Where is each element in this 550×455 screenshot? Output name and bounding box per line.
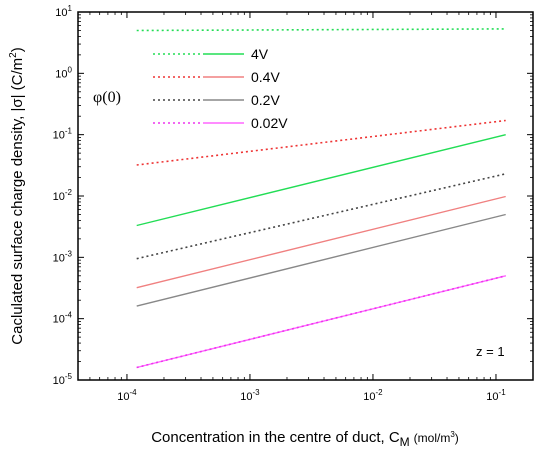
x-axis-title-sub: M: [400, 435, 410, 449]
x-tick-label: 10-2: [363, 388, 383, 403]
y-axis-title: Caclulated surface charge density, |σ| (…: [8, 47, 26, 344]
y-tick-label: 10-4: [53, 311, 73, 326]
x-tick-label: 10-1: [486, 388, 506, 403]
y-axis-title-sup: 2: [8, 52, 19, 58]
legend-title: φ(0): [93, 89, 121, 106]
legend-label: 0.2V: [251, 92, 280, 108]
y-tick-label: 101: [55, 4, 72, 19]
legend-label: 0.02V: [251, 115, 288, 131]
legend-label: 4V: [251, 46, 269, 62]
series-layer: [136, 28, 506, 369]
x-axis-title-unit: (mol/m: [414, 431, 451, 445]
y-tick-label: 10-3: [53, 249, 73, 264]
y-tick-label: 10-2: [53, 188, 73, 203]
y-tick-label: 10-1: [53, 127, 73, 142]
series-line-02V-dotted: [136, 173, 506, 260]
series-line-04V-solid: [136, 195, 506, 289]
x-axis-title-unit-sup: 3: [450, 430, 455, 439]
annotation-z: z = 1: [476, 344, 505, 359]
legend: 4V 0.4V 0.2V 0.02V: [153, 46, 288, 131]
plot-area: [77, 11, 534, 381]
x-axis-title-main: Concentration in the centre of duct, C: [151, 429, 400, 446]
legend-label: 0.4V: [251, 69, 280, 85]
y-axis-title-main: Caclulated surface charge density, |σ| (…: [9, 58, 26, 345]
x-tick-label: 10-4: [117, 388, 137, 403]
y-tick-label: 10-5: [53, 372, 73, 387]
y-axis-title-close: ): [9, 47, 26, 52]
series-line-4V-dotted: [136, 28, 506, 32]
series-line-02V-solid: [136, 213, 506, 307]
y-tick-label: 100: [55, 65, 72, 80]
series-line-04V-dotted: [136, 119, 506, 166]
axis-ticks: 10-5 10-4 10-3 10-2 10-1 100 101 10-4 10-3 10-2 10…: [53, 4, 534, 403]
x-tick-label: 10-3: [240, 388, 260, 403]
series-line-002V-dotted: [136, 275, 506, 369]
series-line-4V-solid: [136, 134, 506, 227]
x-axis-title-unit-close: ): [455, 431, 459, 445]
x-axis-title: Concentration in the centre of duct, CM (…: [151, 429, 459, 449]
